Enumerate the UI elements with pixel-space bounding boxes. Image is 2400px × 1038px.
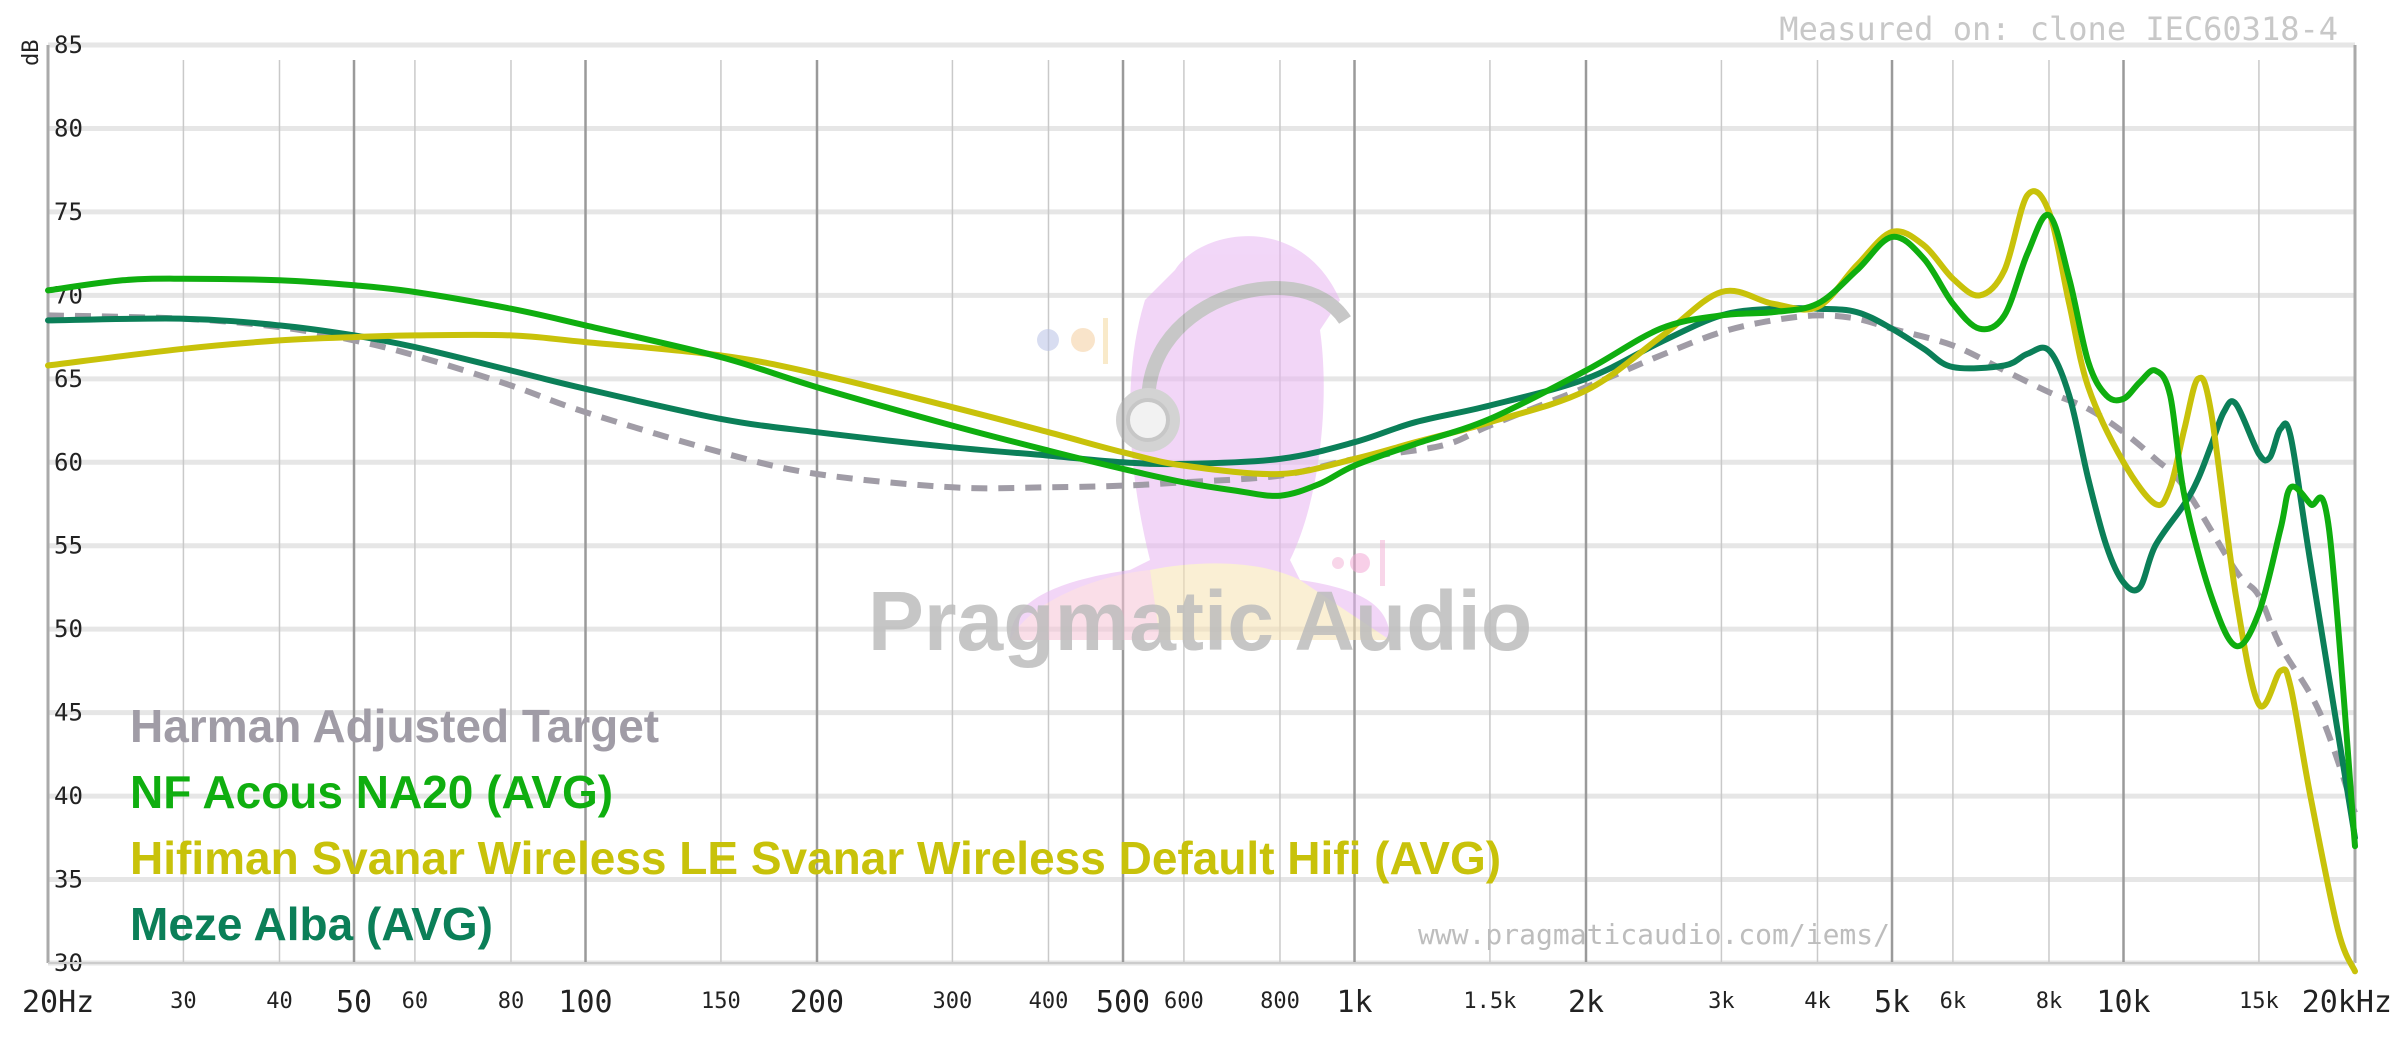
x-tick-label: 400 (1029, 989, 1069, 1014)
x-tick-label: 8k (2036, 989, 2063, 1014)
x-tick-label: 20Hz (22, 985, 94, 1020)
y-tick-label: 40 (54, 782, 83, 810)
x-tick-label: 30 (170, 989, 197, 1014)
x-tick-label: 20kHz (2302, 985, 2392, 1020)
x-tick-label: 100 (558, 985, 612, 1020)
x-tick-label: 1.5k (1463, 989, 1516, 1014)
url-note: www.pragmaticaudio.com/iems/ (1418, 918, 1890, 951)
pragmatic-audio-logo (1010, 236, 1390, 640)
x-tick-label: 50 (336, 985, 372, 1020)
y-tick-label: 55 (54, 532, 83, 560)
watermark-text: Pragmatic Audio (868, 574, 1532, 668)
y-tick-label: 80 (54, 114, 83, 142)
legend-entry: Harman Adjusted Target (130, 700, 659, 752)
x-tick-label: 6k (1940, 989, 1967, 1014)
x-tick-label: 80 (498, 989, 525, 1014)
x-tick-label: 150 (701, 989, 741, 1014)
y-tick-label: 75 (54, 198, 83, 226)
x-tick-label: 15k (2239, 989, 2279, 1014)
curves (45, 188, 2358, 975)
x-tick-label: 5k (1874, 985, 1910, 1020)
y-tick-label: 50 (54, 615, 83, 643)
x-tick-label: 600 (1164, 989, 1204, 1014)
y-tick-label: 60 (54, 448, 83, 476)
x-tick-label: 40 (266, 989, 293, 1014)
x-tick-label: 2k (1568, 985, 1604, 1020)
x-tick-label: 3k (1708, 989, 1735, 1014)
x-tick-label: 10k (2096, 985, 2150, 1020)
legend: Harman Adjusted Target NF Acous NA20 (AVG… (130, 700, 1501, 950)
y-tick-label: 85 (54, 31, 83, 59)
y-axis-unit-label: dB (19, 40, 44, 67)
x-tick-label: 60 (402, 989, 429, 1014)
legend-entry: Hifiman Svanar Wireless LE Svanar Wirele… (130, 832, 1501, 884)
measured-note: Measured on: clone IEC60318-4 (1779, 10, 2338, 48)
x-tick-label: 4k (1804, 989, 1831, 1014)
y-tick-label: 45 (54, 699, 83, 727)
x-tick-label: 1k (1336, 985, 1372, 1020)
series-line-3 (45, 305, 2358, 841)
x-tick-label: 800 (1260, 989, 1300, 1014)
y-tick-label: 65 (54, 365, 83, 393)
y-tick-label: 35 (54, 866, 83, 894)
x-tick-label: 500 (1096, 985, 1150, 1020)
x-tick-label: 200 (790, 985, 844, 1020)
legend-entry: Meze Alba (AVG) (130, 898, 493, 950)
series-line-1 (45, 211, 2358, 850)
x-tick-label: 300 (933, 989, 973, 1014)
legend-entry: NF Acous NA20 (AVG) (130, 766, 613, 818)
